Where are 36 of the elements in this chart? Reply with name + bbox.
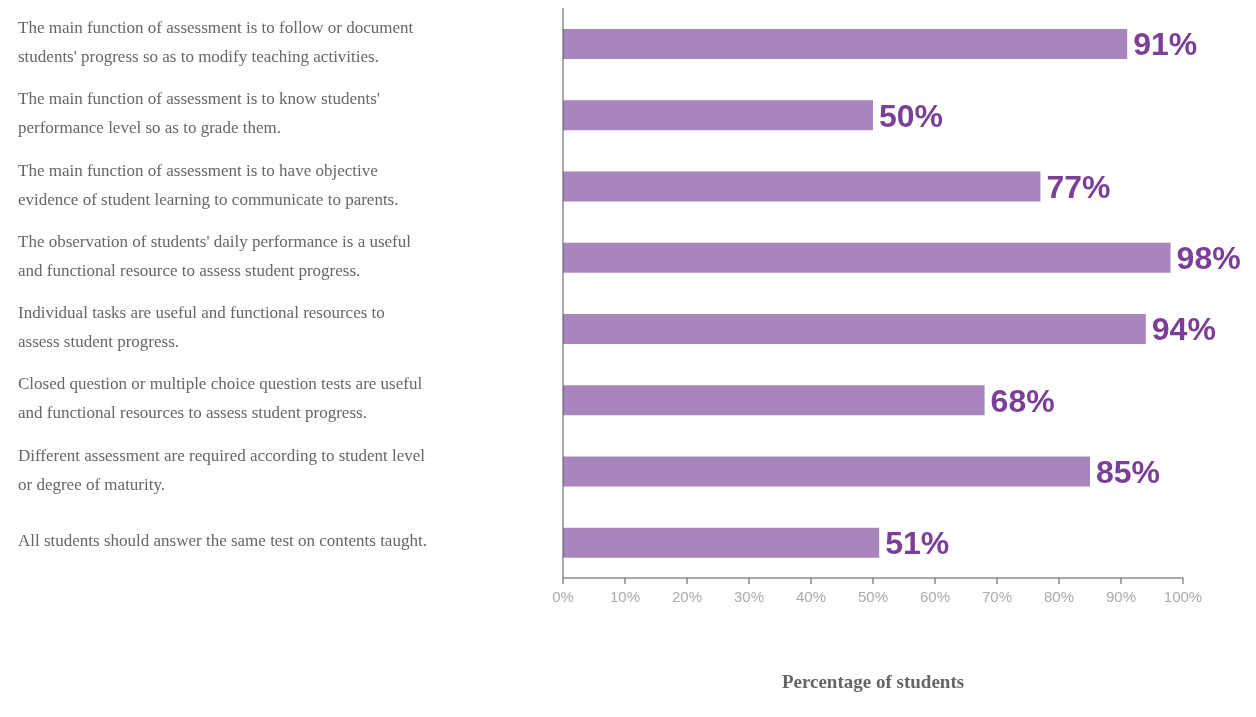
bar [563,171,1041,202]
data-label: 51% [885,525,950,562]
x-tick-label: 30% [733,588,765,605]
data-label: 98% [1176,240,1241,277]
x-tick-label: 50% [857,588,889,605]
data-label: 68% [990,382,1055,419]
x-tick-label: 10% [609,588,641,605]
data-label: 77% [1046,168,1111,205]
x-tick-label: 100% [1163,588,1203,605]
y-tick-label: The main function of assessment is to have objective evidence of student learning to communicate to parents. [18,160,399,209]
x-tick-label: 60% [919,588,951,605]
bar [563,100,873,131]
y-tick-label: The observation of students' daily performance is a useful and functional resource to assess student progress. [18,231,412,280]
bar [563,242,1171,273]
x-tick-label: 80% [1043,588,1075,605]
x-tick-label: 90% [1105,588,1137,605]
data-label: 94% [1151,311,1216,348]
data-label: 91% [1133,26,1198,63]
x-tick-label: 40% [795,588,827,605]
y-tick-label: The main function of assessment is to follow or document students' progress so as to modify teaching activities. [18,18,414,67]
bar [563,314,1146,344]
x-tick-label: 70% [981,588,1013,605]
x-axis-title: Percentage of students [781,671,965,692]
bar [563,456,1090,487]
y-tick-label: The main function of assessment is to know students' performance level so as to grade them. [18,89,380,138]
bar [563,527,880,558]
bar [563,29,1128,59]
data-label: 85% [1096,453,1161,490]
data-label: 50% [879,97,944,134]
y-tick-label: Individual tasks are useful and functional resources to assess student progress. [18,303,385,352]
x-tick-label: 0% [552,588,574,605]
bar [563,385,985,416]
x-tick-label: 20% [671,588,703,605]
y-tick-label: Different assessment are required according to student level or degree of maturity. [18,445,426,494]
y-tick-label: All students should answer the same test on contents taught. [18,531,427,551]
y-tick-label: Closed question or multiple choice question tests are useful and functional resources to assess student progress. [18,374,423,423]
